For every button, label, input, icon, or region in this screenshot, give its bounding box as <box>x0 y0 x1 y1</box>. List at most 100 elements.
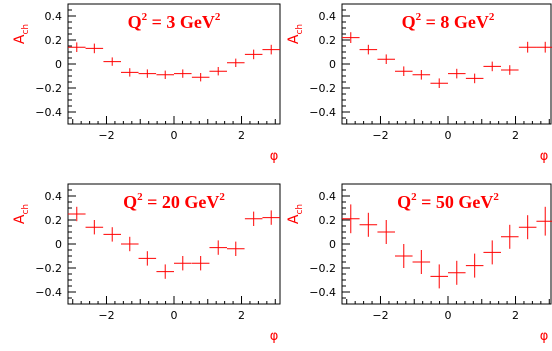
data-point <box>465 73 484 84</box>
data-point <box>395 244 413 268</box>
y-tick-label: −0.2 <box>309 262 336 275</box>
data-point <box>209 240 227 255</box>
y-tick-label: 0.2 <box>319 214 337 227</box>
data-point <box>501 224 519 249</box>
x-axis-title: φ <box>540 149 549 164</box>
y-tick-label: 0 <box>55 238 62 251</box>
data-series <box>68 42 280 82</box>
panel-title: Q2 = 50 GeV2 <box>397 191 499 212</box>
data-point <box>448 260 466 285</box>
data-point <box>227 241 245 256</box>
chart-panel-3: 0.4 0.2 0 −0.2 −0.4 −2 0 2 Ach φ Q2 = 20 GeV2 <box>12 183 281 344</box>
x-tick-label: −2 <box>372 309 388 322</box>
x-tick-label: 2 <box>512 129 519 142</box>
data-point <box>448 68 466 79</box>
x-tick-label: 0 <box>171 129 178 142</box>
data-point <box>244 211 263 226</box>
x-tick-label: 2 <box>512 309 519 322</box>
y-tick-label: −0.4 <box>35 286 62 299</box>
data-point <box>191 73 210 82</box>
x-tick-label: 0 <box>445 309 452 322</box>
data-point <box>156 264 174 279</box>
data-point <box>138 251 157 266</box>
data-point <box>103 227 121 242</box>
y-tick-label: 0.2 <box>45 214 63 227</box>
panel-title: Q2 = 20 GeV2 <box>123 191 225 212</box>
x-axis-title: φ <box>270 149 279 164</box>
x-tick-label: −2 <box>98 309 114 322</box>
y-axis-title: Ach <box>12 24 31 44</box>
y-tick-label: 0.2 <box>319 34 337 47</box>
chart-panel-1: 0.4 0.2 0 −0.2 −0.4 −2 0 2 Ach φ Q2 = 3 GeV2 <box>12 3 281 164</box>
data-point <box>465 253 484 278</box>
y-axis-title: Ach <box>286 24 305 44</box>
y-tick-label: −0.2 <box>35 262 62 275</box>
y-tick-label: 0.4 <box>319 190 337 203</box>
data-point <box>121 68 139 77</box>
y-tick-label: 0 <box>329 238 336 251</box>
data-point <box>483 61 501 72</box>
data-series <box>342 32 552 88</box>
chart-panel-2: 0.4 0.2 0 −0.2 −0.4 −2 0 2 Ach φ Q2 = 8 GeV2 <box>286 3 552 164</box>
data-point <box>138 69 157 78</box>
x-tick-label: 0 <box>171 309 178 322</box>
data-point <box>262 210 280 225</box>
data-point <box>536 41 552 53</box>
data-point <box>85 43 104 54</box>
data-point <box>103 57 121 66</box>
data-point <box>359 44 378 55</box>
data-point <box>518 41 537 53</box>
y-tick-label: 0.4 <box>45 190 63 203</box>
data-point <box>377 220 395 244</box>
y-axis-title: Ach <box>12 204 31 224</box>
data-point <box>262 44 280 55</box>
data-series <box>342 204 552 289</box>
y-tick-label: −0.2 <box>35 82 62 95</box>
data-point <box>209 67 227 76</box>
x-axis-title: φ <box>540 329 549 344</box>
x-tick-label: 2 <box>238 309 245 322</box>
data-point <box>174 69 192 78</box>
y-axis-title: Ach <box>286 204 305 224</box>
data-point <box>412 70 431 80</box>
data-point <box>536 206 552 236</box>
data-point <box>430 264 448 289</box>
x-tick-label: −2 <box>98 129 114 142</box>
data-point <box>342 32 360 43</box>
x-tick-label: 0 <box>445 129 452 142</box>
data-point <box>412 250 431 274</box>
chart-panel-4: 0.4 0.2 0 −0.2 −0.4 −2 0 2 Ach φ Q2 = 50 GeV2 <box>286 183 552 344</box>
data-point <box>359 212 378 237</box>
data-point <box>395 66 413 76</box>
data-point <box>121 236 139 252</box>
y-tick-label: 0.2 <box>45 34 63 47</box>
data-series <box>68 206 280 279</box>
data-point <box>174 256 192 271</box>
y-tick-label: −0.4 <box>309 106 336 119</box>
data-point <box>227 58 245 67</box>
data-point <box>191 256 210 271</box>
panel-title: Q2 = 3 GeV2 <box>128 11 221 32</box>
y-tick-label: −0.4 <box>35 106 62 119</box>
x-tick-label: −2 <box>372 129 388 142</box>
y-tick-label: 0.4 <box>319 10 337 23</box>
data-point <box>483 240 501 265</box>
data-point <box>377 54 395 64</box>
data-point <box>501 65 519 75</box>
y-tick-label: 0.4 <box>45 10 63 23</box>
data-point <box>430 78 448 88</box>
y-tick-label: −0.4 <box>309 286 336 299</box>
y-tick-label: −0.2 <box>309 82 336 95</box>
data-point <box>85 220 104 235</box>
data-point <box>156 70 174 79</box>
data-point <box>244 49 263 60</box>
data-point <box>342 204 360 234</box>
y-tick-label: 0 <box>55 58 62 71</box>
x-tick-label: 2 <box>238 129 245 142</box>
data-point <box>518 215 537 240</box>
data-point <box>68 206 86 222</box>
y-tick-label: 0 <box>329 58 336 71</box>
data-point <box>68 42 86 52</box>
panel-title: Q2 = 8 GeV2 <box>402 11 495 32</box>
